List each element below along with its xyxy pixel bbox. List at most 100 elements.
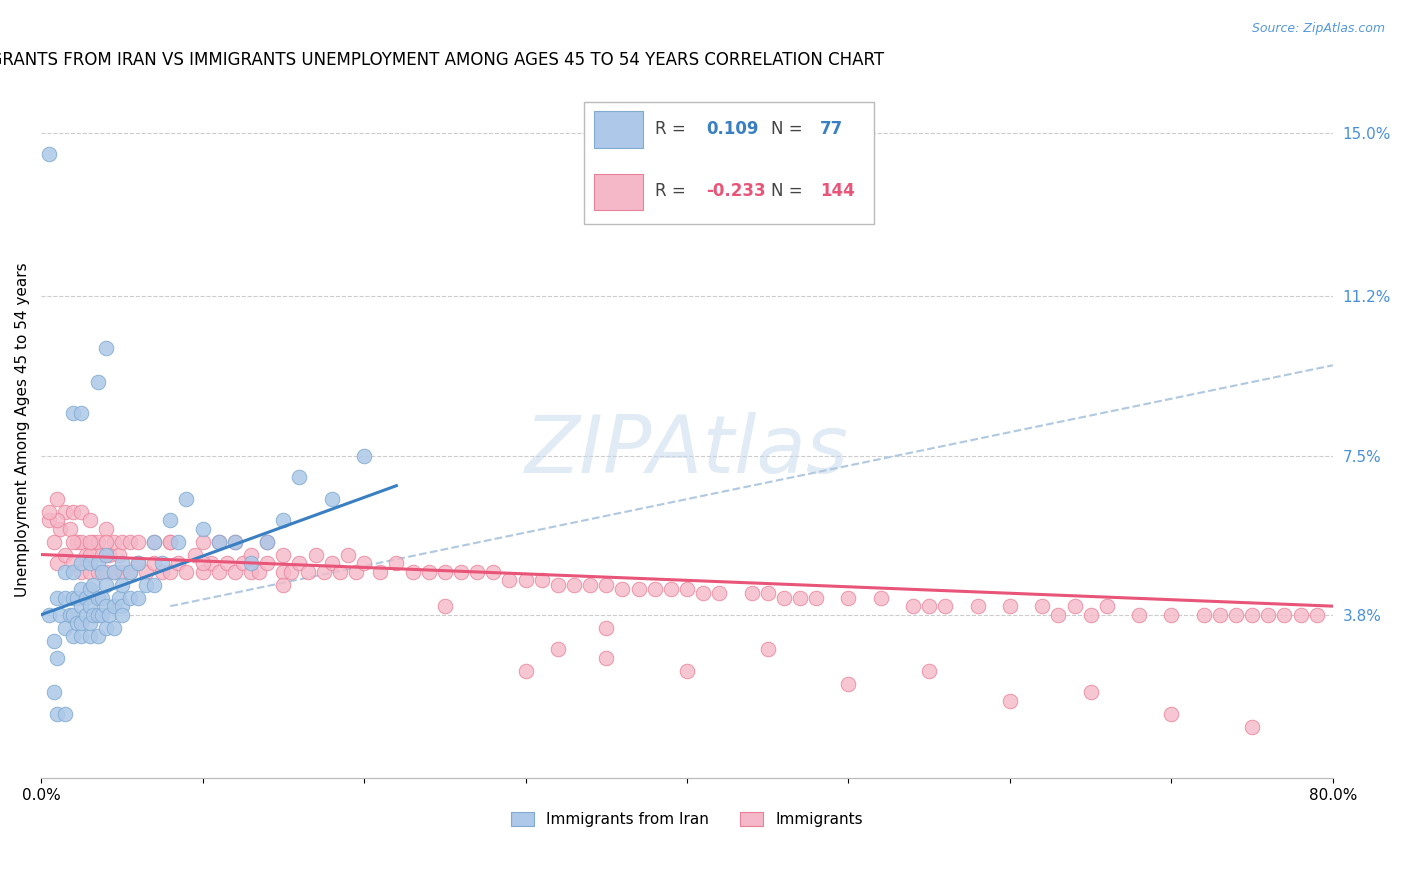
Point: [1209, 607, 1232, 622]
Point: [240, 548, 263, 562]
Point: [562, 577, 585, 591]
Point: [595, 650, 617, 665]
Point: [135, 565, 157, 579]
Point: [789, 591, 811, 605]
Point: [1257, 607, 1279, 622]
Point: [103, 599, 125, 614]
Point: [256, 534, 278, 549]
Point: [353, 556, 375, 570]
Point: [1289, 607, 1312, 622]
Point: [336, 548, 359, 562]
Point: [433, 565, 456, 579]
Point: [70, 629, 93, 643]
Point: [62, 629, 84, 643]
Point: [91, 548, 114, 562]
Point: [191, 522, 214, 536]
Point: [297, 565, 319, 579]
Point: [215, 556, 238, 570]
Point: [256, 534, 278, 549]
Point: [38, 147, 60, 161]
Point: [353, 449, 375, 463]
Point: [118, 591, 141, 605]
Point: [49, 607, 72, 622]
Point: [75, 591, 97, 605]
Point: [321, 491, 343, 506]
Point: [644, 582, 666, 596]
Point: [1192, 607, 1215, 622]
Point: [273, 548, 295, 562]
Point: [191, 534, 214, 549]
Point: [159, 534, 181, 549]
Point: [111, 599, 134, 614]
Point: [385, 556, 408, 570]
Point: [756, 586, 779, 600]
Point: [692, 586, 714, 600]
Text: 0.109: 0.109: [706, 120, 759, 137]
Point: [49, 522, 72, 536]
Point: [94, 565, 117, 579]
Point: [280, 565, 302, 579]
Point: [118, 565, 141, 579]
Point: [1160, 607, 1182, 622]
Point: [103, 565, 125, 579]
Point: [1080, 607, 1102, 622]
Point: [934, 599, 956, 614]
Point: [191, 565, 214, 579]
Point: [94, 599, 117, 614]
Point: [159, 534, 181, 549]
Point: [240, 565, 263, 579]
Point: [53, 621, 76, 635]
Point: [1241, 607, 1264, 622]
Point: [240, 556, 263, 570]
Point: [232, 556, 254, 570]
Point: [79, 565, 101, 579]
Point: [167, 556, 190, 570]
Point: [998, 599, 1021, 614]
Point: [94, 548, 117, 562]
Point: [966, 599, 988, 614]
Point: [38, 607, 60, 622]
Point: [208, 534, 231, 549]
Point: [159, 565, 181, 579]
Point: [741, 586, 763, 600]
Point: [869, 591, 891, 605]
Point: [118, 565, 141, 579]
Point: [159, 513, 181, 527]
Point: [46, 650, 69, 665]
Point: [918, 664, 941, 678]
FancyBboxPatch shape: [593, 112, 643, 147]
Point: [62, 556, 84, 570]
Point: [111, 577, 134, 591]
Point: [38, 504, 60, 518]
Point: [82, 534, 104, 549]
Point: [127, 556, 149, 570]
FancyBboxPatch shape: [583, 103, 875, 224]
Point: [103, 565, 125, 579]
Point: [612, 582, 634, 596]
Point: [79, 616, 101, 631]
Point: [135, 577, 157, 591]
Point: [59, 607, 82, 622]
Point: [595, 621, 617, 635]
Point: [256, 556, 278, 570]
Text: 77: 77: [820, 120, 844, 137]
Point: [86, 376, 108, 390]
Point: [312, 565, 335, 579]
Point: [53, 706, 76, 721]
Point: [94, 534, 117, 549]
Point: [46, 556, 69, 570]
Point: [288, 556, 311, 570]
Point: [482, 565, 505, 579]
Point: [627, 582, 650, 596]
Point: [70, 565, 93, 579]
Point: [53, 565, 76, 579]
Point: [418, 565, 440, 579]
Point: [79, 582, 101, 596]
Point: [143, 534, 166, 549]
Point: [70, 582, 93, 596]
Text: 144: 144: [820, 183, 855, 201]
Text: R =: R =: [655, 120, 686, 137]
Point: [191, 556, 214, 570]
Point: [79, 599, 101, 614]
Point: [111, 556, 134, 570]
